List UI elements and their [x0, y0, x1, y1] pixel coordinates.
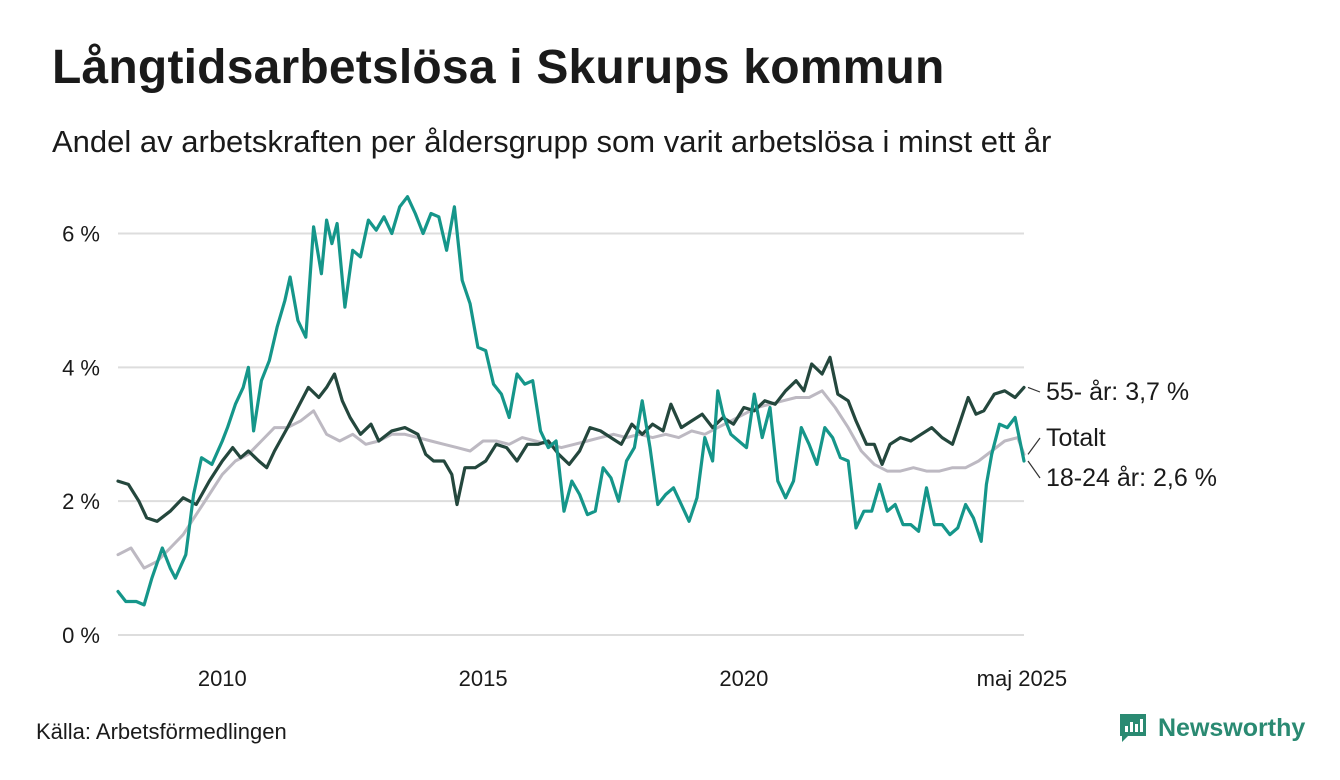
y-tick-label: 0 %	[62, 623, 100, 648]
leader-line	[1027, 437, 1041, 455]
series-layer	[116, 195, 1026, 607]
series-line-18-24	[116, 195, 1026, 607]
series-line-total	[116, 389, 1026, 570]
end-label-18-24: 18-24 år: 2,6 %	[1046, 464, 1217, 492]
end-label-55: 55- år: 3,7 %	[1046, 378, 1189, 406]
newsworthy-icon	[1120, 714, 1146, 742]
brand-name: Newsworthy	[1158, 713, 1306, 742]
x-axis: 2010 2015 2020 maj 2025	[198, 666, 1067, 691]
series-line-55	[116, 355, 1026, 523]
x-tick-label: 2020	[719, 666, 768, 691]
leader-line	[1027, 386, 1041, 393]
source-note: Källa: Arbetsförmedlingen	[36, 719, 287, 744]
x-tick-label: 2010	[198, 666, 247, 691]
x-tick-label: 2015	[459, 666, 508, 691]
grid-layer	[118, 232, 1024, 636]
leader-line	[1027, 460, 1041, 479]
y-axis: 0 % 2 % 4 % 6 %	[62, 222, 100, 648]
chart-title: Långtidsarbetslösa i Skurups kommun	[52, 41, 945, 94]
brand-logo: Newsworthy	[1118, 712, 1305, 744]
x-tick-label: maj 2025	[977, 666, 1068, 691]
end-labels: 55- år: 3,7 % Totalt 18-24 år: 2,6 %	[1027, 378, 1217, 492]
chart-subtitle: Andel av arbetskraften per åldersgrupp s…	[52, 124, 1052, 159]
y-tick-label: 2 %	[62, 489, 100, 514]
end-label-total: Totalt	[1046, 424, 1106, 452]
y-tick-label: 6 %	[62, 222, 100, 247]
y-tick-label: 4 %	[62, 355, 100, 380]
